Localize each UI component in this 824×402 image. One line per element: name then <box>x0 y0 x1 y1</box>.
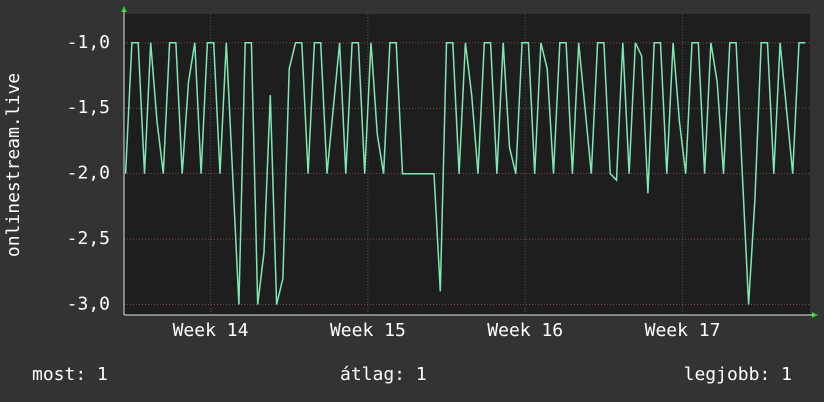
y-tick-label: -1,0 <box>67 32 110 53</box>
y-axis-label: onlinestream.live <box>3 73 24 257</box>
axis-arrow <box>121 6 127 12</box>
axis-arrow <box>812 312 818 318</box>
data-line <box>124 42 806 305</box>
footer-now: most: 1 <box>32 364 108 385</box>
y-tick-label: -3,0 <box>67 294 110 315</box>
y-tick-label: -2,0 <box>67 163 110 184</box>
plot-area <box>124 14 810 315</box>
x-tick-label: Week 15 <box>330 320 406 341</box>
x-tick-label: Week 14 <box>173 320 249 341</box>
x-tick-label: Week 16 <box>487 320 563 341</box>
y-tick-label: -2,5 <box>67 228 110 249</box>
x-tick-label: Week 17 <box>645 320 721 341</box>
y-tick-label: -1,5 <box>67 97 110 118</box>
footer-average: átlag: 1 <box>340 364 427 385</box>
footer-best: legjobb: 1 <box>684 364 792 385</box>
